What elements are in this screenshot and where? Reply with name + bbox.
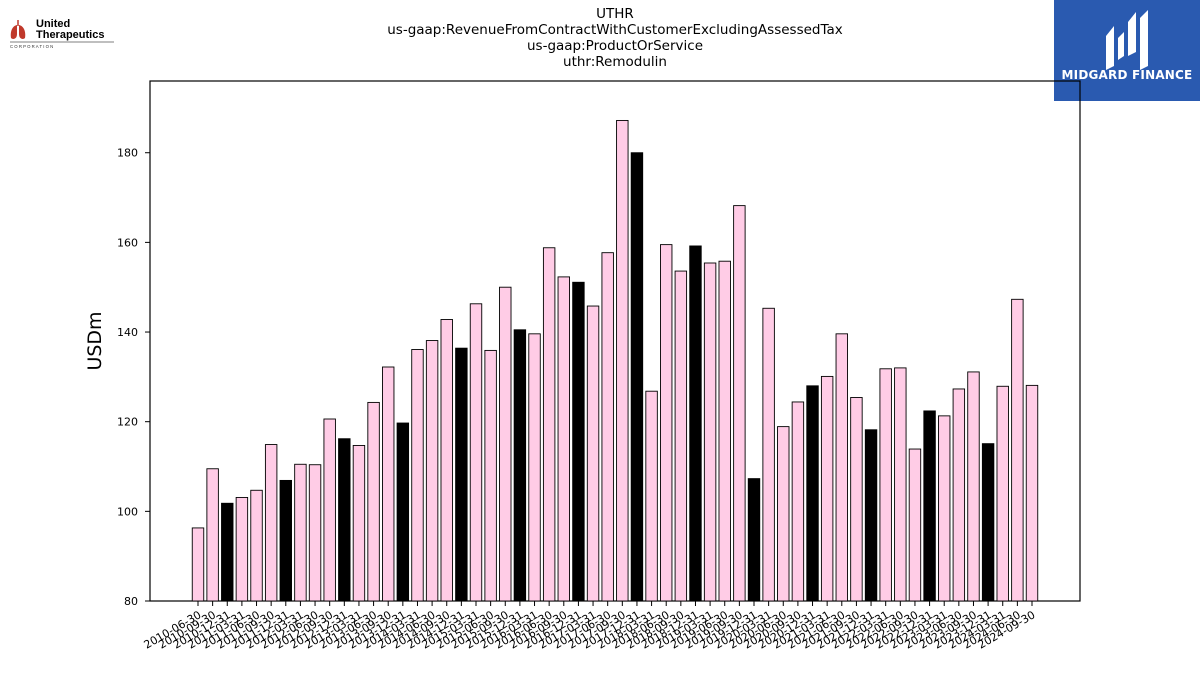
title-line-concept: us-gaap:RevenueFromContractWithCustomerE… xyxy=(387,22,843,38)
midgard-emblem-icon xyxy=(1106,10,1148,70)
bar xyxy=(382,366,395,602)
bar xyxy=(645,390,658,602)
bar xyxy=(850,397,863,602)
bar xyxy=(747,478,761,602)
bar xyxy=(206,468,219,602)
united-therapeutics-logo: United Therapeutics C O R P O R A T I O … xyxy=(8,14,120,50)
bar xyxy=(352,444,366,602)
bar xyxy=(864,429,878,602)
bar xyxy=(411,349,424,602)
bar xyxy=(1011,298,1024,602)
logo-left-line3: C O R P O R A T I O N xyxy=(10,44,53,49)
bar xyxy=(235,496,249,602)
logo-left-line1: United xyxy=(36,18,70,30)
bar xyxy=(791,401,805,602)
bar xyxy=(528,333,541,602)
title-line-member: uthr:Remodulin xyxy=(563,54,667,70)
bar xyxy=(733,205,746,602)
chart-title: UTHR us-gaap:RevenueFromContractWithCust… xyxy=(0,6,1200,70)
bar xyxy=(557,276,570,602)
bar xyxy=(279,479,292,602)
y-tick-label: 80 xyxy=(124,595,138,608)
bar xyxy=(191,527,205,602)
midgard-finance-logo: MIDGARD FINANCE xyxy=(1054,0,1200,101)
bar xyxy=(264,444,278,602)
y-axis-label: USDm xyxy=(84,311,106,370)
bar xyxy=(996,385,1009,602)
bar xyxy=(967,371,980,602)
logo-left-line2: Therapeutics xyxy=(36,29,104,41)
bar xyxy=(908,448,922,602)
title-line-axis: us-gaap:ProductOrService xyxy=(526,38,704,54)
bar xyxy=(440,319,453,602)
bar xyxy=(250,489,263,602)
bar xyxy=(455,347,468,602)
bar xyxy=(542,247,556,602)
bar xyxy=(513,329,527,602)
bar xyxy=(660,244,673,602)
bar xyxy=(425,340,439,602)
bar xyxy=(469,303,483,602)
bar xyxy=(367,401,380,602)
bar xyxy=(923,410,936,602)
bar xyxy=(674,270,688,602)
bar xyxy=(1025,384,1039,602)
bar xyxy=(820,375,834,602)
bar xyxy=(221,502,234,602)
bar xyxy=(777,426,790,602)
bar xyxy=(835,333,848,602)
bar xyxy=(894,367,907,602)
bar xyxy=(572,281,585,602)
y-tick-label: 120 xyxy=(117,416,138,429)
bar xyxy=(762,307,775,602)
title-line-ticker: UTHR xyxy=(596,6,634,22)
bar xyxy=(689,245,702,602)
bar xyxy=(586,305,600,602)
bar xyxy=(484,349,497,602)
y-tick-label: 140 xyxy=(117,326,138,339)
plot-frame xyxy=(149,80,1081,602)
bar xyxy=(718,260,731,602)
bar xyxy=(323,418,336,602)
bar xyxy=(338,438,351,602)
y-tick-label: 100 xyxy=(117,505,138,518)
bar xyxy=(952,388,966,602)
bar xyxy=(294,463,307,602)
bar xyxy=(938,415,951,602)
lungs-icon xyxy=(10,20,26,39)
bar xyxy=(981,443,995,602)
bar xyxy=(616,119,629,602)
y-tick-label: 180 xyxy=(117,147,138,160)
y-tick-label: 160 xyxy=(117,236,138,249)
bar xyxy=(879,368,892,602)
bar xyxy=(308,464,322,602)
logo-right-brand: MIDGARD FINANCE xyxy=(1061,68,1193,82)
bar xyxy=(499,286,512,602)
bar xyxy=(703,262,717,602)
bar xyxy=(396,422,410,602)
bar xyxy=(806,385,819,602)
bar xyxy=(630,152,644,602)
bar xyxy=(601,252,614,602)
